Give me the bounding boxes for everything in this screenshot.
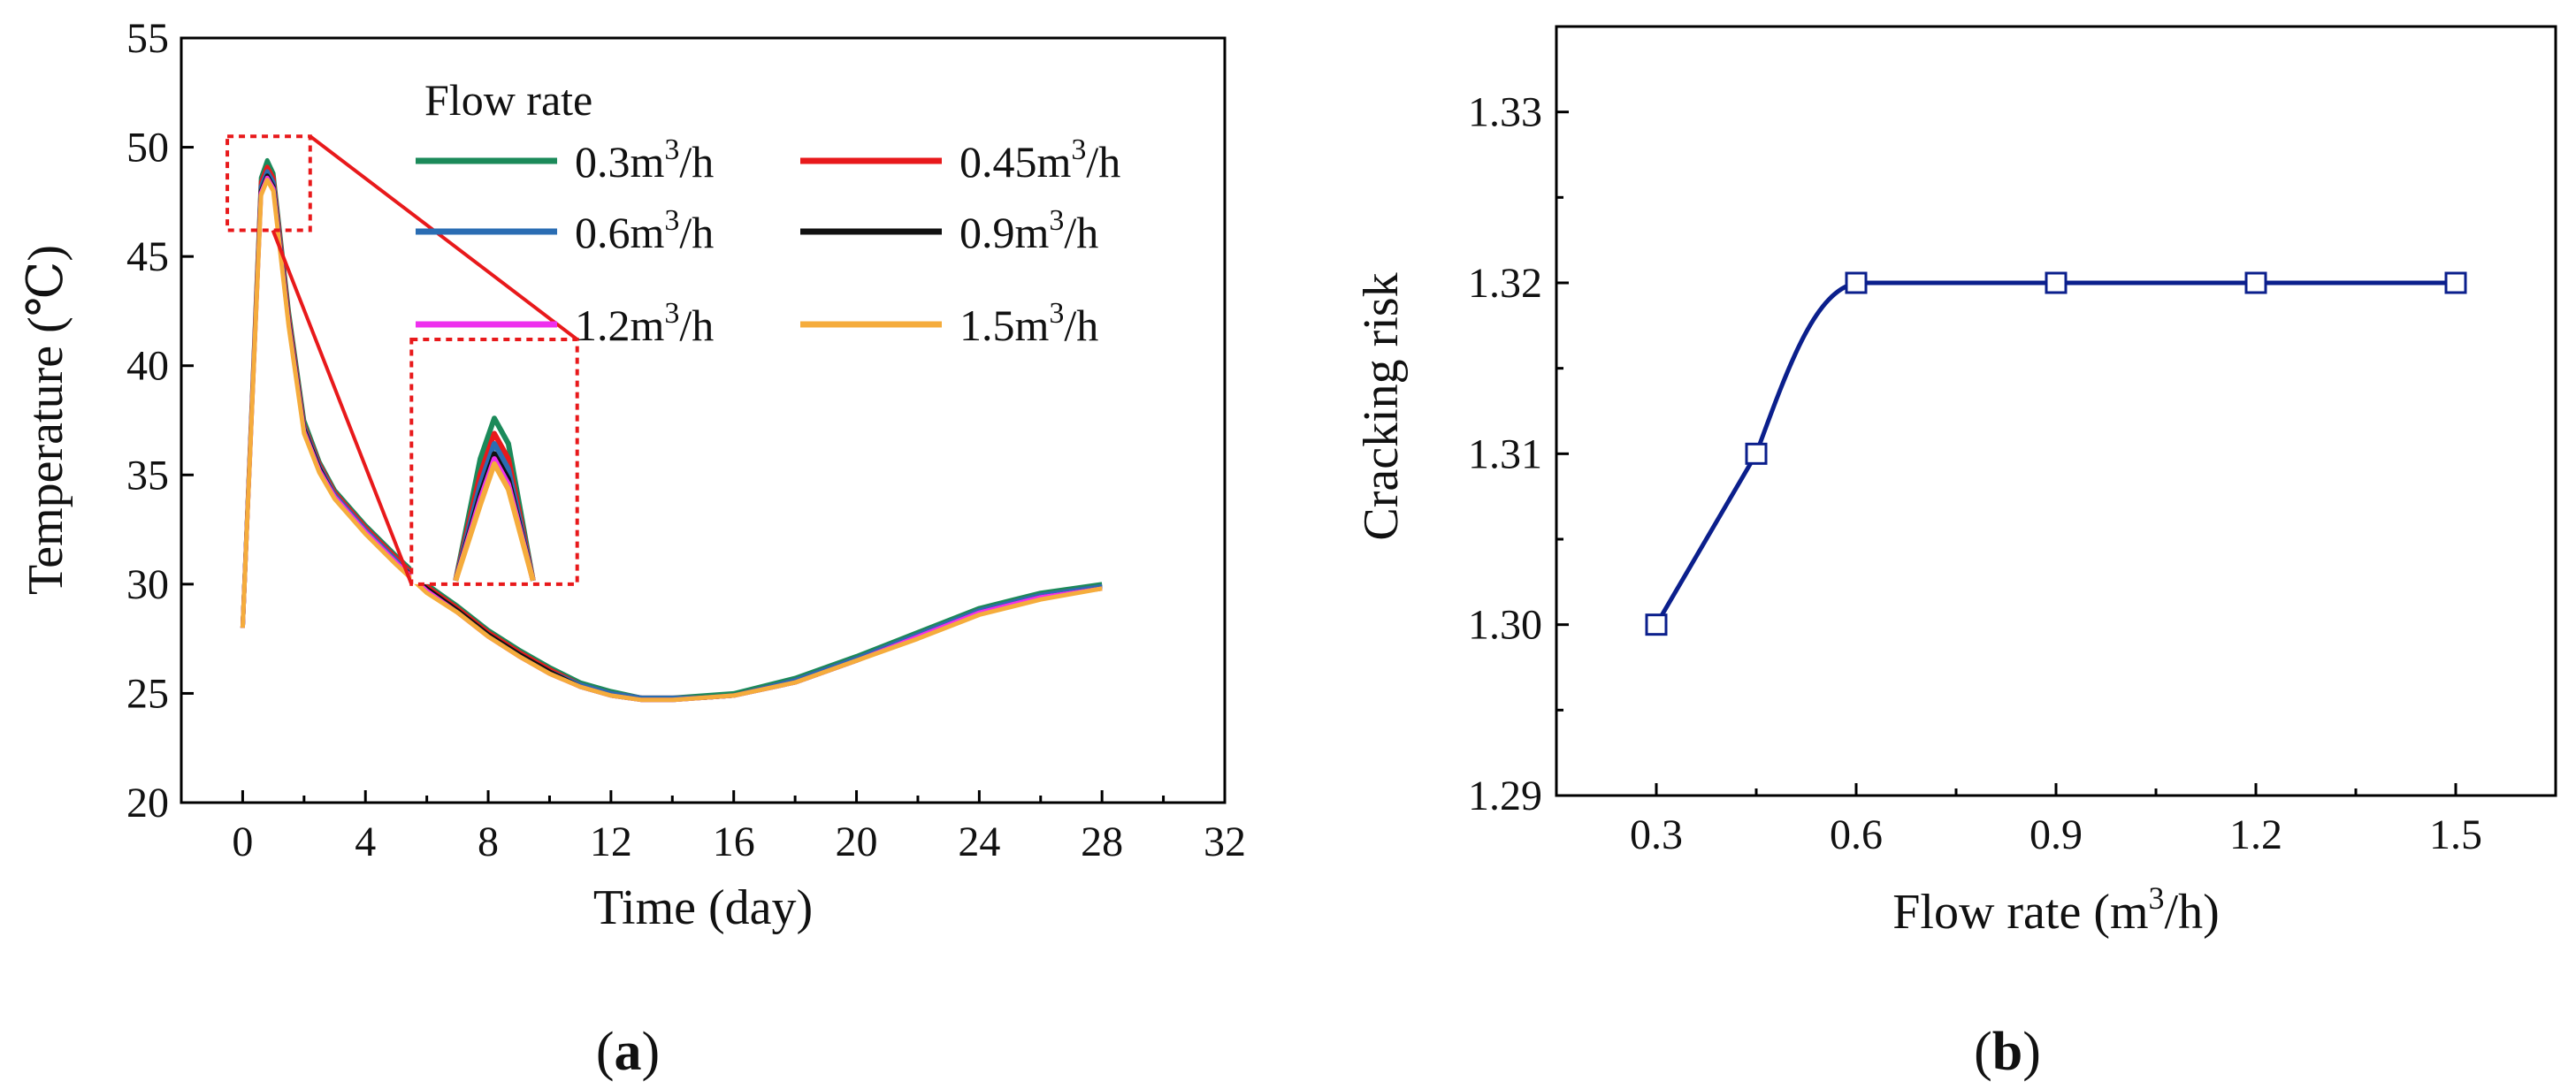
panel-b-x-tick-label: 1.5 [2429, 811, 2482, 858]
panel-a-plot-frame [180, 36, 1227, 804]
panel-a-x-tick-label: 32 [1204, 819, 1246, 865]
panel-a-legend-unit-tail: /h [679, 137, 714, 187]
panel-a-temperature-chart: 0 4 8 12 16 20 24 28 32 20 25 30 35 40 45 50 55 Time (da… [19, 15, 1246, 1082]
panel-b-x-tick-label: 1.2 [2229, 811, 2282, 858]
panel-a-legend-unit: m [631, 137, 665, 187]
panel-a-x-tick-label: 16 [713, 819, 755, 865]
panel-b-y-axis-label: Cracking risk [1354, 272, 1409, 540]
panel-a-y-axis-label: Temperature (℃) [19, 245, 73, 595]
panel-b-y-tick-label: 1.30 [1468, 602, 1542, 649]
panel-a-y-tick-label: 40 [126, 343, 169, 390]
panel-a-legend-unit-tail: /h [1064, 301, 1098, 350]
panel-a-legend-unit-sup: 3 [664, 204, 679, 237]
panel-a-legend-unit: m [631, 301, 665, 350]
panel-a-legend-value: 0.45 [959, 137, 1037, 187]
panel-a-legend-value: 1.5 [959, 301, 1015, 350]
panel-a-y-tick-label: 30 [126, 561, 169, 608]
panel-a-label: (a) [596, 1022, 660, 1082]
panel-b-y-tick-label: 1.31 [1468, 430, 1542, 477]
panel-a-legend-label-1_2: 1.2m3/h [575, 297, 714, 350]
panel-a-y-tick-label: 50 [126, 125, 169, 171]
panel-b-x-tick-label: 0.9 [2029, 811, 2083, 858]
panel-b-x-tick-label: 0.3 [1630, 811, 1683, 858]
panel-a-label-letter: a [615, 1022, 642, 1082]
panel-a-legend-unit-sup: 3 [664, 133, 679, 166]
panel-a-legend-label-0_9: 0.9m3/h [959, 204, 1098, 257]
panel-a-legend-value: 0.9 [959, 208, 1015, 257]
panel-a-zoom-peak-1_5 [453, 461, 536, 582]
panel-b-marker-2 [1845, 271, 1868, 294]
panel-a-x-tick-label: 24 [958, 819, 1000, 865]
panel-a-legend-unit: m [1015, 208, 1050, 257]
panel-a-legend-value: 1.2 [575, 301, 631, 350]
panel-a-series-line-1_5 [240, 178, 1103, 703]
panel-a-zoom-inset [225, 134, 579, 586]
panel-a-legend-unit-tail: /h [679, 301, 714, 350]
panel-a-legend-unit-sup: 3 [664, 297, 679, 330]
panel-a-series-lines [240, 157, 1103, 703]
panel-b-x-axis-label: Flow rate (m3/h) [1892, 880, 2220, 940]
panel-b-cracking-risk-chart: 0.3 0.6 0.9 1.2 1.5 1.29 1.30 1.31 1.32 1.33 Flow… [1354, 25, 2557, 1082]
panel-a-x-tick-label: 4 [355, 819, 376, 865]
panel-a-y-tick-label: 55 [126, 15, 169, 62]
panel-a-legend-unit-tail: /h [1086, 137, 1120, 187]
panel-a-x-axis-label: Time (day) [593, 880, 813, 935]
panel-a-legend-label-0_45: 0.45m3/h [959, 133, 1120, 187]
panel-a-legend-value: 0.3 [575, 137, 631, 187]
panel-a-x-tick-label: 8 [478, 819, 499, 865]
panel-a-x-tick-label: 12 [590, 819, 632, 865]
panel-a-legend-unit-tail: /h [679, 208, 714, 257]
panel-b-marker-4 [2244, 271, 2267, 294]
panel-b-y-tick-label: 1.33 [1468, 89, 1542, 136]
panel-a-zoom-connector-bottom [271, 229, 414, 585]
panel-a-legend-unit: m [1015, 301, 1050, 350]
panel-b-marker-1 [1745, 442, 1768, 465]
panel-b-y-tick-label: 1.32 [1468, 260, 1542, 307]
panel-b-marker-5 [2444, 271, 2467, 294]
panel-b-marker-0 [1645, 613, 1668, 636]
panel-a-legend-value: 0.6 [575, 208, 631, 257]
panel-a-legend-title: Flow rate [424, 75, 592, 125]
panel-a-legend-unit: m [631, 208, 665, 257]
panel-a-legend-unit-tail: /h [1064, 208, 1098, 257]
panel-a-zoom-source-box [225, 134, 312, 232]
panel-b-y-tick-label: 1.29 [1468, 773, 1542, 819]
panel-a-legend-unit-sup: 3 [1049, 297, 1064, 330]
panel-b-axis-ticks: 0.3 0.6 0.9 1.2 1.5 1.29 1.30 1.31 1.32 1.33 [1468, 89, 2482, 858]
panel-b-marker-3 [2045, 271, 2068, 294]
panel-a-y-tick-label: 45 [126, 233, 169, 280]
panel-a-x-tick-label: 28 [1081, 819, 1123, 865]
panel-a-y-tick-label: 20 [126, 780, 169, 826]
panel-a-legend-unit-sup: 3 [1049, 204, 1064, 237]
panel-a-legend-label-1_5: 1.5m3/h [959, 297, 1098, 350]
panel-a-legend-unit: m [1037, 137, 1072, 187]
panel-a-legend: 0.3m3/h 0.45m3/h0.6m3/h 0.9m3/h1.2m3/h 1.5m… [416, 133, 1120, 350]
panel-b-x-label-tail: /h) [2165, 885, 2220, 940]
panel-a-legend-label-0_3: 0.3m3/h [575, 133, 714, 187]
panel-b-x-label-sup: 3 [2149, 880, 2165, 916]
panel-a-zoom-connector-top [309, 134, 578, 341]
panel-b-plot-frame [1555, 25, 2557, 797]
panel-a-legend-unit-sup: 3 [1071, 133, 1086, 166]
panel-a-axis-ticks: 0 4 8 12 16 20 24 28 32 20 25 30 35 40 45 50 55 [126, 15, 1246, 865]
panel-a-y-tick-label: 25 [126, 670, 169, 717]
panel-b-series-line [1654, 280, 2456, 626]
panel-a-y-tick-label: 35 [126, 452, 169, 499]
panel-a-x-tick-label: 20 [836, 819, 878, 865]
panel-b-x-tick-label: 0.6 [1830, 811, 1883, 858]
panel-b-label-letter: b [1992, 1022, 2022, 1082]
panel-b-label: (b) [1974, 1022, 2041, 1082]
panel-b-series [1645, 271, 2467, 636]
panel-b-x-label-main: Flow rate (m [1892, 885, 2148, 940]
panel-a-x-tick-label: 0 [232, 819, 253, 865]
panel-a-legend-label-0_6: 0.6m3/h [575, 204, 714, 257]
